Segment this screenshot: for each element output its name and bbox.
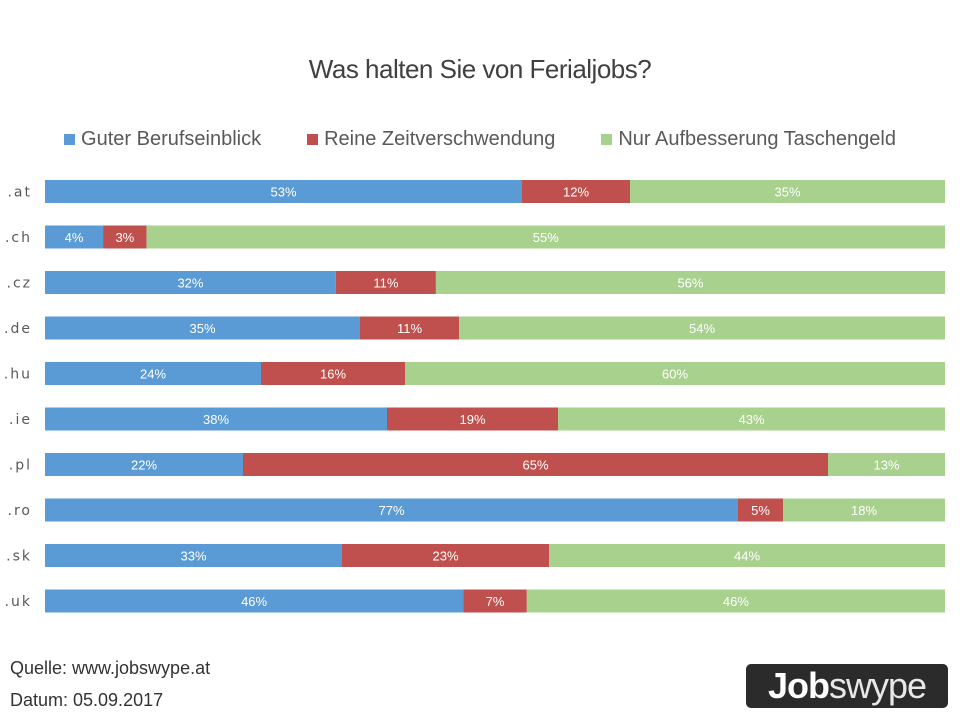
bar-row-ie: .ie 38% 19% 43% [9,407,945,431]
data-label: 11% [373,276,398,291]
data-label: 18% [851,503,877,518]
data-label: 12% [563,185,589,200]
data-label: 16% [320,367,346,382]
bar-segment-green [405,362,945,385]
bar-row-at: .at 53% 12% 35% [7,180,945,203]
data-label: 35% [774,185,800,200]
bar-row-cz: .cz 32% 11% 56% [7,271,945,294]
data-label: 19% [459,412,485,427]
legend-label: Guter Berufseinblick [81,128,262,150]
legend-label: Nur Aufbesserung Taschengeld [618,128,896,150]
data-label: 5% [751,503,770,518]
date-note: Datum: 05.09.2017 [10,690,164,710]
bar-row-pl: .pl 22% 65% 13% [9,453,945,476]
bar-segment-green [146,225,945,249]
category-label: .hu [4,367,32,383]
bar-segment-red [360,316,459,340]
bar-segment-blue [45,453,243,476]
bar-segment-green [783,498,945,522]
data-label: 46% [723,594,749,609]
legend-item-reine-zeitverschwendung: Reine Zeitverschwendung [307,128,555,151]
category-label: .ie [9,412,32,428]
data-label: 3% [115,230,134,245]
bar-row-hu: .hu 24% 16% 60% [4,362,945,385]
data-label: 54% [689,321,715,336]
data-label: 60% [662,367,688,382]
bar-row-ch: .ch 4% 3% 55% [5,225,945,249]
bar-segment-blue [45,407,387,431]
bar-segment-green [828,453,945,476]
data-label: 56% [677,276,703,291]
bar-segment-blue [45,271,336,294]
data-label: 11% [397,321,422,336]
bar-segment-blue [45,544,342,567]
bar-segment-red [103,225,147,249]
legend-swatch-red [307,134,319,145]
bar-row-sk: .sk 33% 23% 44% [6,544,945,567]
logo-bold-text: Job [767,665,830,706]
bar-segment-red [261,362,405,385]
category-label: .ro [8,503,32,519]
category-label: .sk [6,549,32,565]
bar-segment-blue [45,498,738,522]
bar-segment-red [243,453,828,476]
bar-segment-red [738,498,783,522]
stacked-bar-chart: .at 53% 12% 35% .ch 4% 3% 55% .cz 32% 11% 56% .de 35%… [4,180,945,613]
bar-row-ro: .ro 77% 5% 18% [8,498,945,522]
data-label: 44% [734,549,760,564]
legend-item-nur-aufbesserung: Nur Aufbesserung Taschengeld [601,128,896,151]
bar-row-uk: .uk 46% 7% 46% [5,589,945,613]
bar-segment-green [435,271,945,294]
data-label: 46% [241,594,267,609]
bar-segment-blue [45,225,104,249]
legend-item-guter-berufseinblick: Guter Berufseinblick [64,128,261,151]
data-label: 4% [65,230,84,245]
bar-segment-green [459,316,945,340]
legend-swatch-blue [64,134,76,145]
category-label: .pl [9,458,32,474]
data-label: 35% [189,321,215,336]
data-label: 38% [203,412,229,427]
data-label: 43% [738,412,764,427]
bar-segment-red [387,407,558,431]
bar-segment-green [549,544,945,567]
data-label: 7% [486,594,505,609]
jobswype-logo: Jobswype [746,664,948,708]
chart-legend: Guter Berufseinblick Reine Zeitverschwen… [0,128,960,151]
bar-segment-green [526,589,945,613]
chart-title: Was halten Sie von Ferialjobs? [308,54,652,84]
bar-segment-green [630,180,945,203]
bar-segment-red [463,589,527,613]
bar-segment-blue [45,316,360,340]
bar-segment-blue [45,180,522,203]
data-label: 23% [432,549,458,564]
bar-row-de: .de 35% 11% 54% [4,316,945,340]
category-label: .ch [5,230,32,246]
bar-segment-red [342,544,549,567]
bar-segment-blue [45,589,464,613]
legend-label: Reine Zeitverschwendung [324,128,556,150]
data-label: 55% [533,230,559,245]
bar-segment-blue [45,362,261,385]
legend-swatch-green [601,134,613,145]
source-note: Quelle: www.jobswype.at [10,658,211,678]
logo-light-text: swype [828,665,927,706]
data-label: 33% [180,549,206,564]
category-label: .at [7,185,32,201]
category-label: .uk [5,594,32,610]
bar-segment-red [522,180,630,203]
category-label: .cz [7,276,33,292]
data-label: 53% [270,185,296,200]
category-label: .de [4,321,32,337]
data-label: 13% [873,458,899,473]
data-label: 77% [378,503,404,518]
bar-segment-green [558,407,945,431]
data-label: 65% [522,458,548,473]
bar-segment-red [335,271,436,294]
data-label: 24% [140,367,166,382]
data-label: 22% [131,458,157,473]
data-label: 32% [177,276,203,291]
